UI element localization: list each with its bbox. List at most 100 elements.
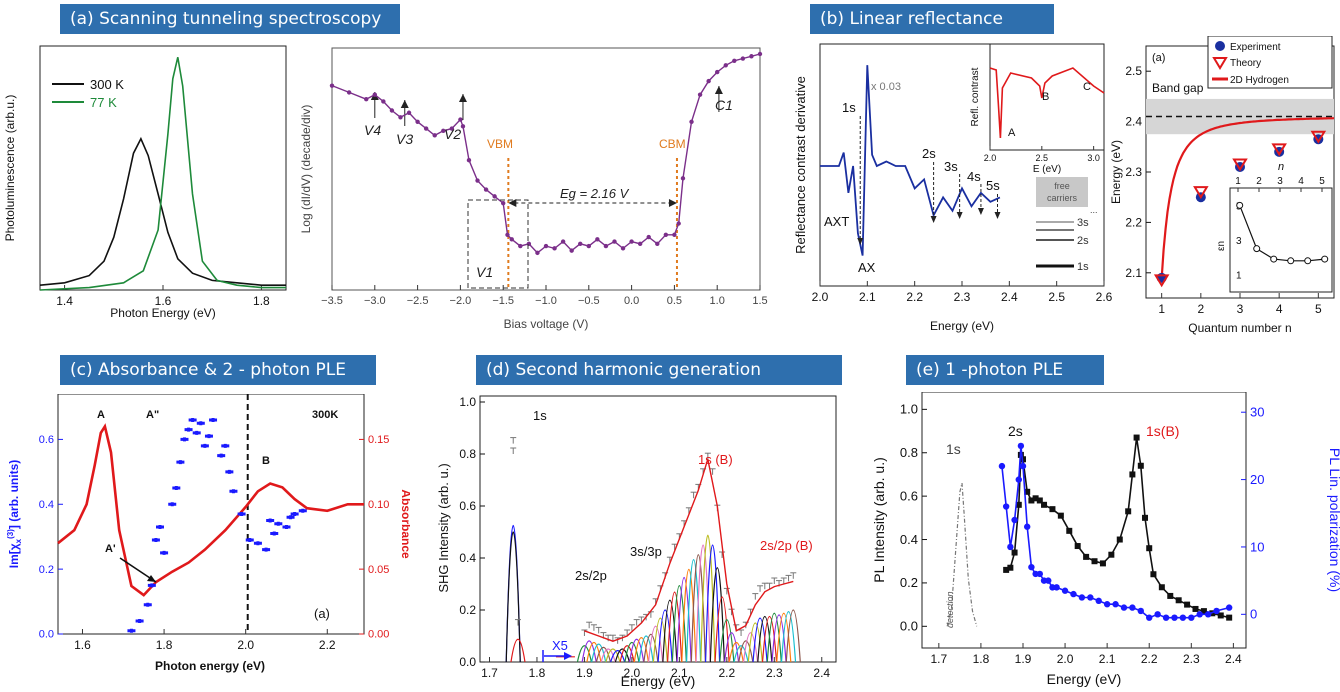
label-c1: C1 — [715, 97, 733, 113]
sts-point — [560, 239, 566, 244]
chart-ple: 1.7 1.8 1.9 2.0 2.1 2.2 2.3 2.4 0.0 0.2 0.4 0.6 0.8 1… — [871, 392, 1340, 687]
abs-chi3-point — [266, 518, 275, 523]
ple-polarization-point — [1061, 587, 1069, 594]
abs-chi3-point — [196, 421, 205, 426]
shg-peak — [624, 641, 640, 663]
refl-xtick-label: 2.2 — [906, 290, 923, 304]
label-v2: V2 — [444, 126, 461, 142]
hyd-xlabel: Quantum number n — [1188, 321, 1291, 335]
ple-y2-ytick-label: 20 — [1250, 472, 1264, 487]
sts-xtick-label: −3.5 — [321, 295, 343, 307]
ple-intensity-point — [1108, 551, 1115, 558]
shg-peak — [638, 635, 654, 663]
sts-point — [329, 83, 335, 88]
label-ax: AX — [858, 260, 876, 275]
sts-point — [655, 241, 660, 247]
shg-peak — [605, 648, 621, 663]
shg-peak — [738, 640, 754, 663]
level-free: free — [1054, 181, 1070, 191]
inset-xtick-label: 2.0 — [984, 153, 997, 163]
legend-experiment: Experiment — [1230, 42, 1281, 53]
sts-arrow-c1-head — [714, 86, 723, 94]
hyd-inset-ytick-label: 3 — [1236, 236, 1242, 247]
abs-chi3-point — [168, 502, 177, 507]
abs-chi3-point — [172, 486, 181, 491]
shg-xtick-label: 2.1 — [671, 666, 688, 680]
refl-xtick-label: 2.5 — [1048, 290, 1065, 304]
abs-label-a2: A" — [146, 409, 159, 421]
refl-ylabel: Reflectance contrast derivative — [793, 76, 808, 254]
level-2s: 2s — [1077, 235, 1089, 247]
shg-peak — [766, 612, 782, 663]
ple-intensity-point — [1158, 584, 1165, 591]
ple-polarization-point — [1204, 611, 1212, 618]
shg-peak — [761, 615, 778, 663]
pl-xtick-label: 1.8 — [253, 294, 270, 308]
abs-chi3-point — [274, 521, 283, 526]
ple-xlabel: Energy (eV) — [1047, 671, 1122, 687]
shg-peak — [652, 617, 668, 663]
sts-point — [483, 187, 489, 192]
inset-series-line — [989, 67, 1105, 139]
pl-legend: 300 K 77 K — [52, 77, 124, 110]
hyd-inset-point — [1236, 201, 1244, 209]
sts-point — [518, 243, 523, 249]
abs-chi3-point — [192, 430, 201, 435]
legend-theory: Theory — [1230, 58, 1261, 69]
shg-label-1sb: 1s (B) — [698, 452, 733, 467]
shg-xtick-label: 2.2 — [718, 666, 735, 680]
ple-polarization-point — [1146, 614, 1153, 621]
ple-intensity-point — [1091, 558, 1098, 565]
ple-polarization-point — [1154, 611, 1161, 618]
refl-arrow-4s-head — [977, 208, 984, 215]
level-dots: ... — [1090, 205, 1098, 215]
sts-point — [509, 237, 514, 242]
hyd-inset-ytick-label: 1 — [1236, 271, 1242, 282]
abs-chi3-point — [262, 547, 271, 552]
ple-polarization-point — [1188, 614, 1195, 621]
label-v1: V1 — [476, 264, 493, 280]
sts-xtick-label: 0.0 — [624, 295, 639, 307]
shg-peak — [719, 619, 735, 663]
ple-ytick-label: 1.0 — [900, 402, 918, 417]
ple-polarization-line — [1001, 445, 1230, 619]
abs-xlabel: Photon energy (eV) — [155, 659, 265, 673]
abs-label-300k: 300K — [312, 409, 338, 421]
inset-ylabel: Refl. contrast — [970, 67, 981, 126]
abs-chi3-point — [237, 512, 246, 516]
abs-chi3-point — [143, 602, 152, 607]
shg-peak — [610, 650, 626, 663]
sts-point — [406, 110, 412, 115]
abs-chi3-point — [245, 537, 254, 542]
refl-series-line — [820, 65, 1001, 256]
sts-point — [535, 250, 540, 256]
ple-intensity-point — [1116, 536, 1123, 543]
sts-point — [364, 97, 369, 102]
abs-chi3-point — [290, 512, 299, 516]
sts-point — [715, 69, 720, 75]
shg-peak — [728, 641, 744, 663]
hyd-theory-point — [1193, 186, 1209, 200]
abs-ylabel: Im[χx(3)] (arb. units) — [6, 460, 23, 568]
shg-peak — [648, 625, 664, 663]
sts-point — [372, 92, 377, 97]
ple-intensity-point — [1011, 549, 1018, 556]
sts-point — [466, 158, 472, 163]
sts-point — [492, 194, 497, 199]
ple-polarization-point — [1007, 543, 1014, 551]
level-1s: 1s — [1077, 261, 1089, 273]
shg-peak — [591, 643, 607, 663]
sts-point — [381, 99, 386, 104]
ple-polarization-point — [1070, 590, 1077, 598]
sts-point — [578, 241, 583, 247]
hyd-xtick-label: 2 — [1197, 302, 1204, 316]
shg-envelope — [584, 458, 794, 642]
abs-y2-ytick-label: 0.05 — [368, 564, 389, 576]
hyd-inset-xtick-label: 2 — [1256, 176, 1262, 187]
energy-levels: free carriers ... 3s 2s 1s — [1036, 177, 1098, 273]
inset-xtick-label: 2.5 — [1036, 153, 1049, 163]
sts-point — [505, 232, 510, 237]
legend-77k: 77 K — [90, 95, 117, 110]
ple-intensity-point — [1133, 434, 1140, 441]
shg-peak — [657, 609, 673, 663]
